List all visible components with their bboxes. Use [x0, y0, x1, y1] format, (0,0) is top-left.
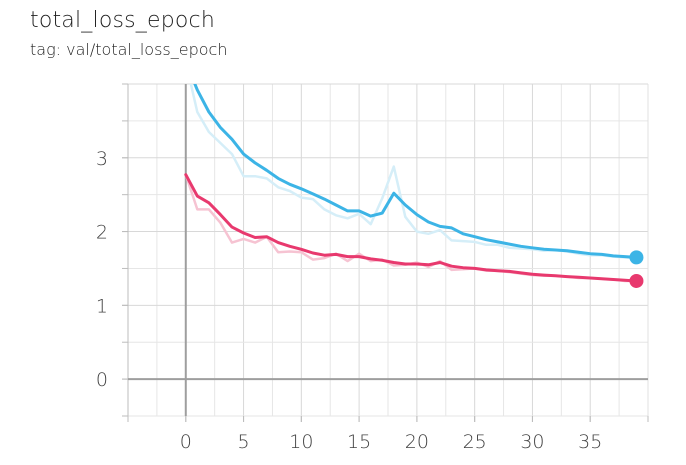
series-1-end-point: [629, 273, 644, 288]
series-0-end-point: [629, 250, 644, 265]
x-tick-label: 0: [180, 431, 192, 453]
chart-tag: tag: val/total_loss_epoch: [30, 40, 228, 59]
x-tick-label: 10: [289, 431, 313, 453]
y-tick-label: 1: [96, 295, 108, 317]
x-tick-label: 30: [520, 431, 544, 453]
raw-series-layer: [184, 84, 637, 283]
chart-title: total_loss_epoch: [30, 8, 216, 33]
series-0-smoothed-line: [193, 84, 638, 259]
x-tick-label: 20: [405, 431, 429, 453]
y-tick-label: 0: [96, 369, 108, 391]
smoothed-series-layer: [184, 84, 638, 283]
y-tick-label: 3: [96, 148, 108, 170]
tick-label-layer: 0 5 10 15 20 25 30 35 0 1 2 3: [96, 148, 602, 453]
x-tick-label: 15: [347, 431, 371, 453]
axis-layer: [122, 83, 649, 422]
y-tick-label: 2: [96, 222, 108, 244]
series-1-smoothed-line: [184, 173, 638, 283]
end-point-layer: [629, 250, 644, 288]
x-tick-label: 5: [238, 431, 250, 453]
x-tick-label: 25: [463, 431, 487, 453]
x-tick-label: 35: [578, 431, 602, 453]
